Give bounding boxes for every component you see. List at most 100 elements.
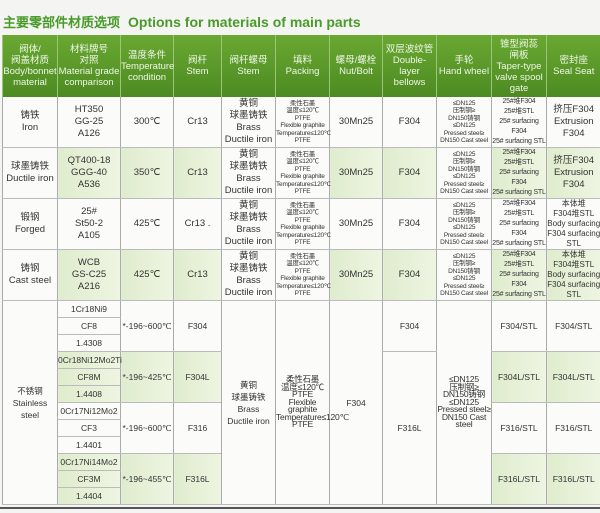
table-cell: 本体堆 F304堆STL Body surfacing F304 surfacing … [546, 198, 600, 250]
table-cell: F304 [382, 147, 437, 199]
table-cell: 柔性石墨 温度≤120℃ PTFE Flexible graphite Temperat… [275, 300, 349, 505]
table-cell: F304/STL [491, 300, 547, 352]
table-cell: 300℃ [120, 97, 174, 148]
table-cell: 1.4401 [57, 436, 121, 454]
table-cell: 黄铜 球墨铸铁 Brass Ductile iron [221, 198, 276, 250]
column-header: 锥型阀蕊 闸板 Taper-type valve spool gate [491, 35, 547, 97]
table-row: CF8 [3, 317, 600, 335]
table-cell: F304 [173, 300, 222, 352]
column-header: 双层波纹管 Double-layer bellows [382, 35, 437, 97]
table-cell: 本体堆 F304堆STL Body surfacing F304 surfacing … [546, 249, 600, 301]
table-cell: F316 [173, 402, 222, 454]
table-cell: *-196~425℃ [120, 351, 174, 403]
table-cell: 350℃ [120, 147, 174, 199]
table-cell: F304 [382, 300, 437, 352]
table-cell: F316L [382, 351, 437, 505]
table-row: 1.4401 [3, 436, 600, 454]
column-header: 材料牌号 对照 Material grade comparison [57, 35, 121, 97]
table-cell: 425℃ [120, 198, 174, 250]
table-cell: 铸钢 Cast steel [2, 249, 58, 301]
table-row: 1.4308 [3, 334, 600, 352]
table-cell: HT350 GG-25 A126 [57, 97, 121, 148]
table-row: CF3 [3, 419, 600, 437]
materials-table: 阀体/阀盖材质 Body/bonnet material 材料牌号 对照 Material… [2, 35, 600, 505]
table-cell: WCB GS-C25 A216 [57, 249, 121, 301]
table-cell: ≤DN125 压制钢≥ DN150铸钢 ≤DN125 Pressed steel≥ DN1… [436, 147, 492, 199]
table-cell: 黄铜 球墨铸铁 Brass Ductile iron [221, 249, 276, 301]
table-cell: 柔性石墨 温度≤120℃ PTFE Flexible graphite Temperat… [275, 249, 331, 301]
table-cell: 0Cr17Ni14Mo2 [57, 453, 121, 471]
column-header: 填料 Packing [275, 35, 330, 97]
table-cell: 挤压F304 Extrusion F304 [546, 97, 600, 148]
table-cell: 黄铜 球墨铸铁 Brass Ductile iron [221, 97, 276, 148]
table-cell: 1.4404 [57, 487, 121, 505]
table-cell: 柔性石墨 温度≤120℃ PTFE Flexible graphite Temperat… [275, 198, 331, 250]
table-row: 0Cr17Ni14Mo2 *-196~455℃ F316L F316L/STL F316… [3, 453, 600, 505]
table-cell: 黄铜 球墨铸铁 Brass Ductile iron [221, 300, 276, 505]
table-row: 1.4404 [3, 487, 600, 505]
table-cell: 柔性石墨 温度≤120℃ PTFE Flexible graphite Temperat… [275, 97, 331, 148]
table-row: 锻钢 Forged 25# St50-2 A105 425℃ Cr13 . 黄铜 球墨铸铁 Bra… [2, 198, 600, 250]
table-cell: 柔性石墨 温度≤120℃ PTFE Flexible graphite Temperat… [275, 147, 331, 199]
table-cell: 1Cr18Ni9 [57, 300, 121, 318]
table-cell: 0Cr18Ni12Mo2Ti [57, 351, 122, 369]
column-header: 温度条件 Temperature condition [120, 35, 174, 97]
page-title: 主要零部件材质选项 Options for materials of main p… [3, 14, 361, 31]
table-cell: *-196~600℃ [120, 402, 174, 454]
column-header: 螺母/螺栓 Nut/Bolt [329, 35, 383, 97]
column-header: 密封座 Seal Seat [546, 35, 600, 97]
table-cell: 25#堆F304 25#堆STL 25# surfacing F304 25# sur… [491, 249, 547, 301]
table-cell: ≤DN125 压制钢≥ DN150铸钢 ≤DN125 Pressed steel≥ DN1… [436, 198, 492, 250]
table-cell: 25#堆F304 25#堆STL 25# surfacing F304 25# sur… [491, 198, 547, 250]
table-cell: 25# St50-2 A105 [57, 198, 121, 250]
table-cell: Cr13 [173, 97, 222, 148]
table-cell: 30Mn25 [329, 249, 383, 301]
table-cell: 30Mn25 [329, 198, 383, 250]
table-row: 不锈钢 Stainless steel 1Cr18Ni9 *-196~600℃ F304 黄… [2, 300, 600, 505]
table-cell: 1.4308 [57, 334, 121, 352]
table-cell: CF3M [57, 470, 121, 488]
header-row: 阀体/阀盖材质 Body/bonnet material 材料牌号 对照 Material… [2, 35, 600, 97]
table-cell: 30Mn25 [329, 147, 383, 199]
table-cell: Cr13 . [173, 198, 222, 250]
table-cell: 不锈钢 Stainless steel [2, 300, 58, 505]
table-row: 0Cr18Ni12Mo2Ti *-196~425℃ F304L F316L F304L/… [3, 351, 600, 505]
table-cell: CF8M [57, 368, 121, 386]
table-cell: 球墨铸铁 Ductile iron [2, 147, 58, 199]
table-cell: F304L [173, 351, 222, 403]
table-row: CF8M [3, 368, 600, 386]
table-row: 1.4408 [3, 385, 600, 403]
table-row: 0Cr17Ni12Mo2 *-196~600℃ F316 F316/STL F316/S… [3, 402, 600, 454]
table-cell: 425℃ [120, 249, 174, 301]
table-cell: F304/STL [546, 300, 600, 352]
table-row: 铸钢 Cast steel WCB GS-C25 A216 425℃ Cr13 黄铜 球墨铸铁 B… [2, 249, 600, 301]
table-cell: F316L/STL [491, 453, 547, 505]
table-cell: ≤DN125 压制钢≥ DN150铸钢 ≤DN125 Pressed steel≥ DN1… [436, 300, 492, 505]
table-cell: QT400-18 GGG-40 A536 [57, 147, 121, 199]
table-row: 球墨铸铁 Ductile iron QT400-18 GGG-40 A536 350℃ Cr… [2, 147, 600, 199]
bottom-rule [0, 507, 600, 509]
column-header: 阀杆 Stem [173, 35, 222, 97]
table-cell: F316/STL [491, 402, 547, 454]
table-cell: F304 [382, 249, 437, 301]
table-row: 铸铁 Iron HT350 GG-25 A126 300℃ Cr13 黄铜 球墨铸铁 Brass D… [2, 97, 600, 148]
table-cell: *-196~600℃ [120, 300, 174, 352]
table-cell: 铸铁 Iron [2, 97, 58, 148]
table-cell: CF8 [57, 317, 121, 335]
table-cell: 25#堆F304 25#堆STL 25# surfacing F304 25# sur… [491, 97, 547, 148]
table-cell: 锻钢 Forged [2, 198, 58, 250]
table-cell: F304L/STL [546, 351, 600, 403]
table-row: CF3M [3, 470, 600, 488]
table-cell: 黄铜 球墨铸铁 Brass Ductile iron [221, 147, 276, 199]
column-header: 阀体/阀盖材质 Body/bonnet material [2, 35, 58, 97]
table-cell: *-196~455℃ [120, 453, 174, 505]
table-cell: F304 [382, 97, 437, 148]
table-cell: 挤压F304 Extrusion F304 [546, 147, 600, 199]
table-cell: ≤DN125 压制钢≥ DN150铸钢 ≤DN125 Pressed steel≥ DN1… [436, 97, 492, 148]
table-cell: 30Mn25 [329, 97, 383, 148]
table-cell: 0Cr17Ni12Mo2 [57, 402, 121, 420]
table-cell: 1.4408 [57, 385, 121, 403]
table-cell: F304L/STL [491, 351, 547, 403]
table-cell: CF3 [57, 419, 121, 437]
table-cell: F316L [173, 453, 222, 505]
